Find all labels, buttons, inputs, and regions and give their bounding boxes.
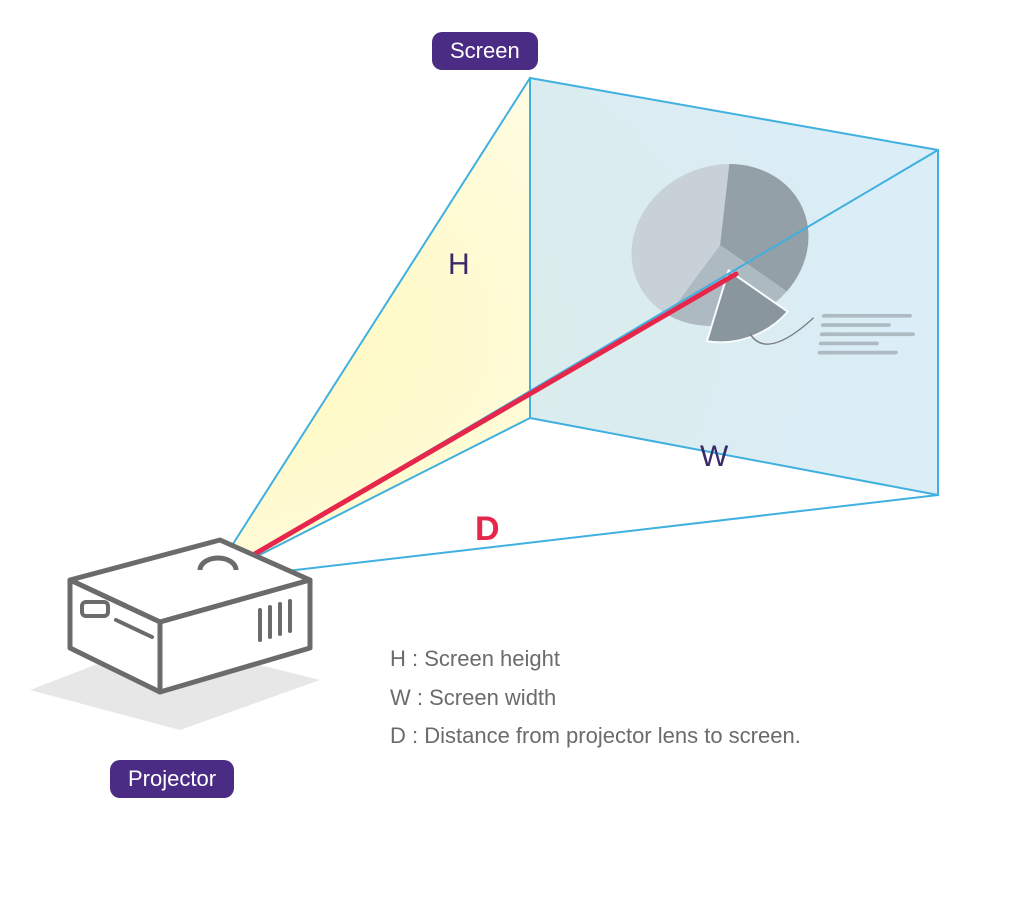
label-distance: D [475, 510, 500, 549]
projector-badge-text: Projector [128, 766, 216, 792]
label-height: H [448, 248, 470, 282]
projector-icon [30, 540, 320, 730]
legend-line-d: D : Distance from projector lens to scre… [390, 717, 801, 756]
screen-badge-text: Screen [450, 38, 520, 64]
screen-badge: Screen [432, 32, 538, 70]
legend-line-w: W : Screen width [390, 679, 801, 718]
projector-badge: Projector [110, 760, 234, 798]
legend: H : Screen height W : Screen width D : D… [390, 640, 801, 756]
label-width: W [700, 440, 728, 474]
legend-line-h: H : Screen height [390, 640, 801, 679]
